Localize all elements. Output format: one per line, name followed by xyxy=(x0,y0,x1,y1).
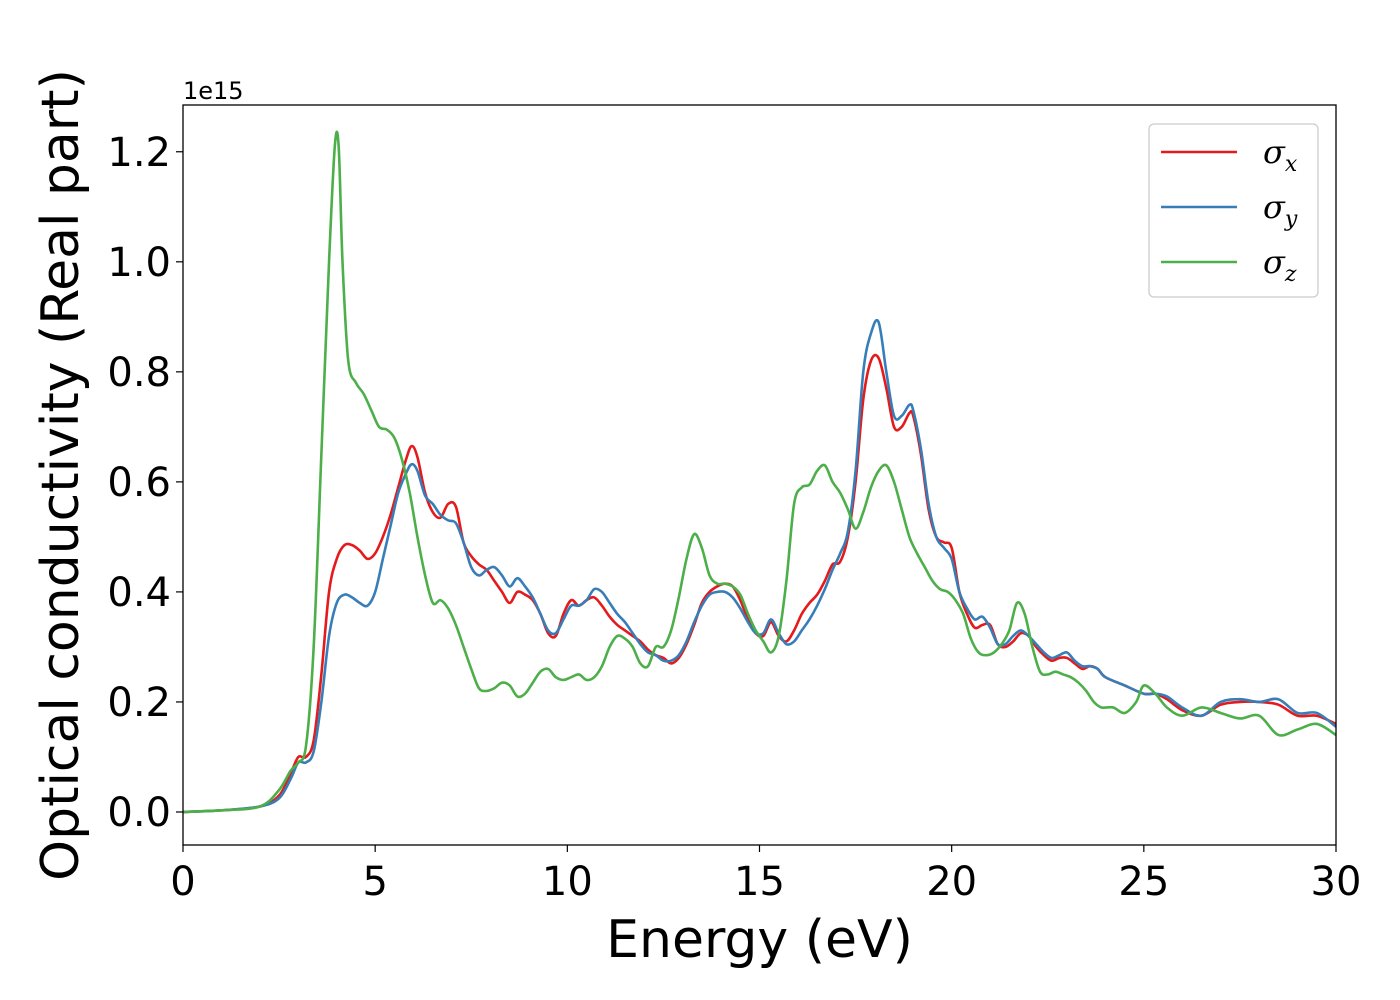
series-layer xyxy=(183,130,1336,814)
x-axis: 0 5 10 15 20 25 30 xyxy=(170,845,1361,905)
x-tick-label: 25 xyxy=(1118,859,1169,905)
y-tick-label: 1.0 xyxy=(107,240,171,286)
legend-box xyxy=(1148,123,1319,298)
y-tick-label: 0.0 xyxy=(107,790,171,836)
y-axis: 0.0 0.2 0.4 0.6 0.8 1.0 1.2 xyxy=(107,130,183,836)
x-tick-label: 15 xyxy=(734,859,785,905)
y-offset-label: 1e15 xyxy=(183,77,244,105)
series-line-z xyxy=(183,130,1336,814)
y-tick-label: 0.6 xyxy=(107,460,171,506)
x-tick-label: 5 xyxy=(362,859,387,905)
x-axis-label: Energy (eV) xyxy=(606,910,913,970)
x-tick-label: 0 xyxy=(170,859,195,905)
series-line-x xyxy=(183,353,1336,814)
y-tick-label: 1.2 xyxy=(107,130,171,176)
legend-label-z: σz xyxy=(1263,243,1297,287)
y-tick-label: 0.4 xyxy=(107,570,171,616)
y-axis-label: Optical conductivity (Real part) xyxy=(31,69,91,881)
series-line-y xyxy=(183,318,1336,814)
y-tick-label: 0.8 xyxy=(107,350,171,396)
x-tick-label: 10 xyxy=(542,859,593,905)
x-tick-label: 30 xyxy=(1311,859,1362,905)
x-tick-label: 20 xyxy=(926,859,977,905)
y-tick-label: 0.2 xyxy=(107,680,171,726)
